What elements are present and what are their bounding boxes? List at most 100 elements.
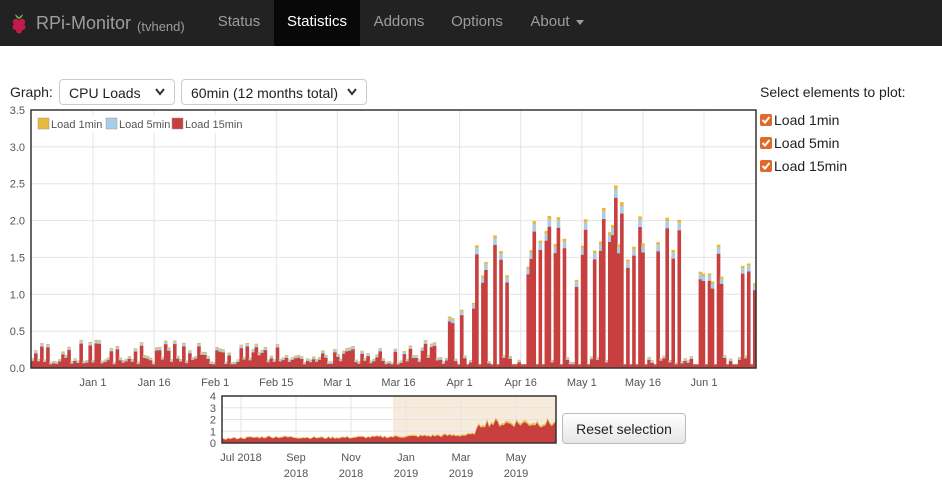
load-1min-mark [683,358,688,360]
load-1min-mark [239,344,244,346]
y-tick-label: 3.0 [10,142,25,154]
graph-select[interactable]: CPU Loads [59,79,175,105]
load-1min-mark [526,266,531,270]
checkbox-load-15min[interactable]: Load 15min [760,158,847,174]
load-5min-mark [124,359,129,362]
load-1min-mark [148,357,153,359]
load-1min-mark [230,361,234,363]
load-15min-mark [206,358,210,368]
overview-y-tick-label: 2 [210,415,216,427]
load-5min-mark [227,353,231,356]
checkbox-checked-icon[interactable] [760,137,772,149]
load-5min-mark [302,362,307,365]
load-5min-mark [659,358,663,361]
load-5min-mark [641,246,645,253]
load-5min-mark [139,343,144,346]
load-1min-mark [698,271,703,275]
load-15min-mark [284,357,289,368]
nav-addons[interactable]: Addons [373,13,425,30]
load-1min-mark [740,265,745,269]
load-1min-mark [737,357,742,358]
load-15min-mark [614,197,618,368]
load-15min-mark [245,346,250,368]
load-1min-mark [632,246,636,250]
load-5min-mark [357,362,361,364]
load-1min-mark [387,360,392,362]
load-15min-mark [118,360,123,368]
load-5min-mark [719,279,724,284]
legend-label: Load 5min [119,119,170,131]
load-5min-mark [517,360,521,363]
checkbox-load-1min[interactable]: Load 1min [760,112,839,128]
range-select-value: 60min (12 months total) [191,85,339,101]
load-1min-mark [686,360,691,362]
load-15min-mark [182,346,186,368]
load-1min-mark [112,361,117,363]
load-5min-mark [683,359,688,361]
load-15min-mark [740,273,745,368]
checkbox-checked-icon[interactable] [760,160,772,172]
load-15min-mark [115,349,120,368]
load-5min-mark [396,363,401,365]
nav-options[interactable]: Options [451,13,503,30]
load-1min-mark [212,362,216,364]
load-1min-mark [604,359,609,361]
load-1min-mark [139,342,144,344]
load-1min-mark [592,250,597,254]
overview-x-tick-label: Nov [341,452,361,464]
load-1min-mark [414,355,419,357]
load-5min-mark [671,252,676,259]
checkbox-checked-icon[interactable] [760,114,772,126]
nav-statistics[interactable]: Statistics [274,0,360,46]
load-15min-mark [188,353,192,368]
load-5min-mark [743,356,748,359]
load-5min-mark [722,356,727,359]
load-1min-mark [743,355,748,357]
load-15min-mark [296,357,301,368]
load-1min-mark [650,360,654,362]
load-1min-mark [453,358,458,360]
load-5min-mark [571,362,576,365]
load-5min-mark [333,350,337,353]
load-1min-mark [390,362,395,364]
load-1min-mark [157,346,162,349]
load-1min-mark [85,360,89,361]
load-15min-mark [281,360,286,368]
load-1min-mark [372,358,376,360]
cpu-load-chart[interactable]: 0.0 0.5 1.0 1.5 2.0 2.5 3.0 3.5 Jan 1 Jan 16 Feb 1… [0,100,760,392]
load-15min-mark [689,358,694,368]
x-tick-label: Mar 16 [381,377,415,389]
load-1min-mark [197,342,201,345]
overview-x-tick-year: 2019 [449,468,473,480]
load-5min-mark [680,361,685,364]
load-15min-mark [502,357,506,368]
load-5min-mark [130,360,135,362]
range-select[interactable]: 60min (12 months total) [181,79,367,105]
load-5min-mark [242,357,247,360]
load-15min-mark [97,343,102,368]
load-5min-mark [148,358,153,361]
load-1min-mark [31,358,35,360]
brand[interactable]: RPi-Monitor (tvhend) [10,0,185,46]
load-1min-mark [614,185,618,190]
checkbox-load-5min[interactable]: Load 5min [760,135,839,151]
load-5min-mark [79,341,83,344]
nav-status[interactable]: Status [217,13,261,30]
load-1min-mark [308,359,313,361]
load-5min-mark [656,245,660,252]
reset-selection-button[interactable]: Reset selection [562,413,686,444]
load-5min-mark [73,359,77,361]
load-1min-mark [339,358,343,360]
load-1min-mark [444,357,449,359]
load-5min-mark [157,348,162,351]
load-1min-mark [396,362,401,364]
load-15min-mark [200,354,204,368]
load-1min-mark [263,346,268,348]
y-tick-label: 1.5 [10,252,25,264]
load-1min-mark [601,207,606,212]
load-15min-mark [34,353,38,368]
load-15min-mark [336,356,340,368]
load-1min-mark [275,344,280,346]
nav-about[interactable]: About [516,0,598,46]
